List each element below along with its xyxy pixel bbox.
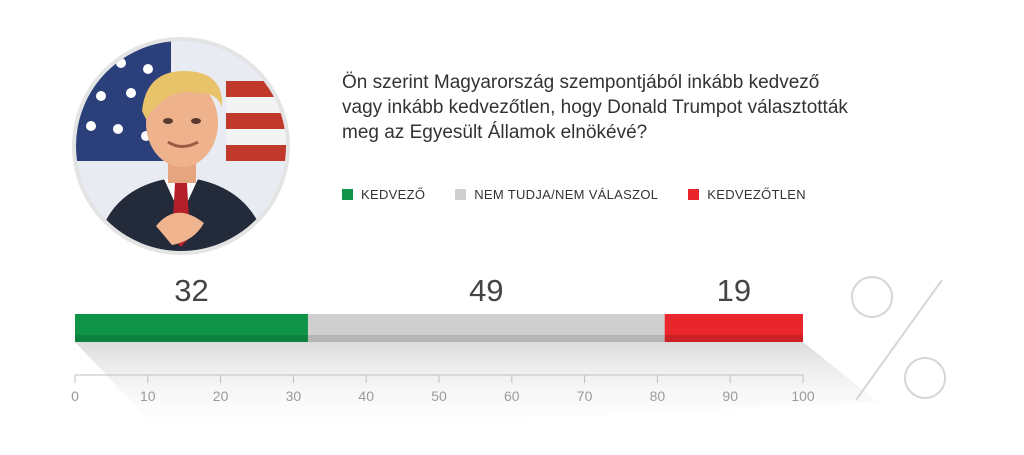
x-tick-label-50: 50: [431, 388, 447, 404]
survey-question: Ön szerint Magyarország szempontjából in…: [342, 72, 848, 143]
bars: [75, 314, 803, 342]
legend-item-kedvezotlen: KEDVEZŐTLEN: [688, 187, 806, 202]
legend-item-nem-tudja: NEM TUDJA/NEM VÁLASZOL: [455, 187, 658, 202]
value-label-nem-tudja: 49: [469, 273, 503, 308]
x-tick-label-60: 60: [504, 388, 520, 404]
legend-label-kedvezo: KEDVEZŐ: [361, 186, 426, 202]
legend-item-kedvezo: KEDVEZŐ: [342, 187, 425, 202]
legend-label-nem-tudja: NEM TUDJA/NEM VÁLASZOL: [474, 186, 659, 202]
bar-segment-edge-kedvezotlen: [664, 335, 803, 342]
x-tick-label-100: 100: [791, 388, 815, 404]
value-labels: 32 49 19: [174, 273, 751, 308]
x-tick-label-20: 20: [213, 388, 229, 404]
value-label-kedvezo: 32: [174, 273, 208, 308]
bar-shadow: [75, 342, 878, 437]
x-tick-label-70: 70: [577, 388, 593, 404]
bar-segment-kedvezotlen: [664, 314, 803, 342]
bar-segment-kedvezo: [75, 314, 308, 342]
x-tick-label-80: 80: [650, 388, 666, 404]
x-tick-label-30: 30: [286, 388, 302, 404]
percent-sign-icon: [851, 276, 946, 401]
portrait-illustration: [76, 41, 286, 251]
x-tick-label-90: 90: [722, 388, 738, 404]
legend-swatch-kedvezo: [342, 188, 353, 200]
x-tick-label-40: 40: [358, 388, 374, 404]
bar-segment-edge-kedvezo: [75, 335, 308, 342]
legend-swatch-nem-tudja: [455, 188, 467, 200]
legend-label-kedvezotlen: KEDVEZŐTLEN: [707, 186, 806, 202]
value-label-kedvezotlen: 19: [717, 273, 751, 308]
x-axis: 0 10 20 30 40 50 60 70 80 90 100: [71, 374, 815, 404]
bar-shadow-shape: [75, 342, 878, 437]
bar-segment-edge-nem-tudja: [307, 335, 665, 342]
bar-segment-nem-tudja: [307, 314, 665, 342]
portrait-photo: [72, 37, 290, 255]
x-tick-label-10: 10: [140, 388, 156, 404]
legend: KEDVEZŐ NEM TUDJA/NEM VÁLASZOL KEDVEZŐTL…: [342, 186, 806, 202]
legend-swatch-kedvezotlen: [688, 188, 700, 200]
x-tick-label-0: 0: [71, 388, 79, 404]
